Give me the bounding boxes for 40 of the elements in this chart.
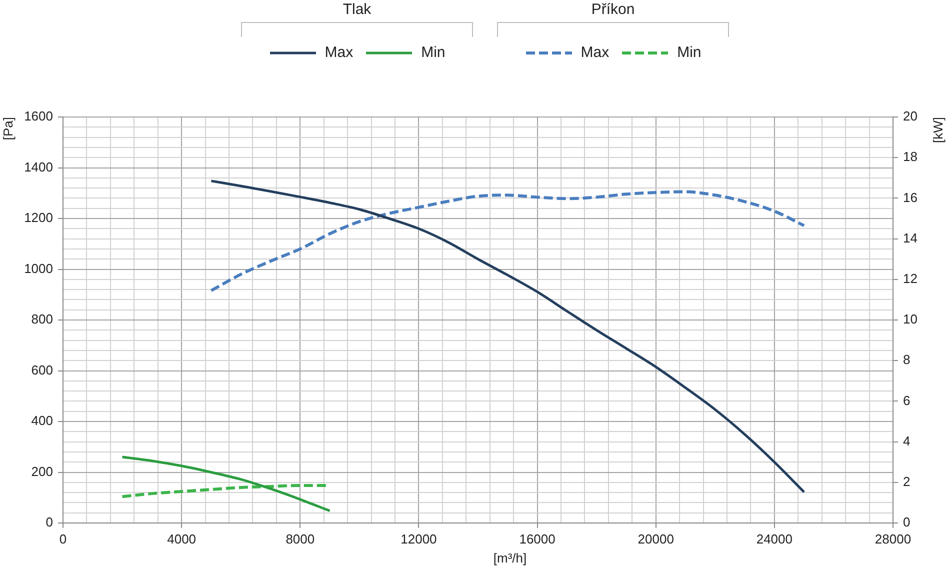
text: Příkon [590,1,636,19]
y-tick-label: 400 [31,413,53,428]
x-tick-label: 28000 [874,531,912,546]
x-tick-label: 8000 [286,531,315,546]
y2-tick-label: 10 [903,312,918,327]
x-tick-label: 16000 [519,531,556,546]
line-series [210,190,806,292]
y-tick-label: 1600 [24,108,53,124]
y-tick-label: 600 [31,362,53,378]
y2-tick-label: 4 [903,433,910,448]
y-tick-label: 200 [31,464,53,479]
y2-tick-label: 18 [903,149,918,164]
line-series [210,180,806,494]
y2-tick-label: 20 [903,108,918,124]
x-tick-label: 12000 [400,531,437,546]
x-tick-label: 4000 [167,531,196,546]
y-tick-label: 1000 [24,260,53,276]
text: Tlak [342,1,372,19]
x-tick-label: 20000 [638,531,674,546]
y2-axis-title: [kW] [930,117,946,143]
y-tick-label: 1200 [24,210,53,226]
y2-tick-label: 12 [903,270,918,286]
y-axis-title: [Pa] [0,117,16,140]
y-tick-label: 0 [46,514,53,530]
y2-tick-label: 8 [903,352,910,368]
x-tick-label: 0 [59,531,67,546]
legend-label: Min [421,44,446,62]
y-tick-label: 800 [31,312,53,327]
line-series [121,456,332,512]
legend-label: Max [324,44,354,62]
legend-label: Max [580,44,610,62]
legend-label: Min [677,44,702,62]
y2-tick-label: 6 [903,392,910,408]
x-tick-label: 24000 [756,531,793,546]
y2-tick-label: 14 [903,230,918,246]
y2-tick-label: 0 [903,514,910,530]
y2-tick-label: 16 [903,190,918,205]
x-axis-title: [m³/h] [493,550,527,566]
y2-tick-label: 2 [903,474,910,489]
y-tick-label: 1400 [24,159,53,174]
